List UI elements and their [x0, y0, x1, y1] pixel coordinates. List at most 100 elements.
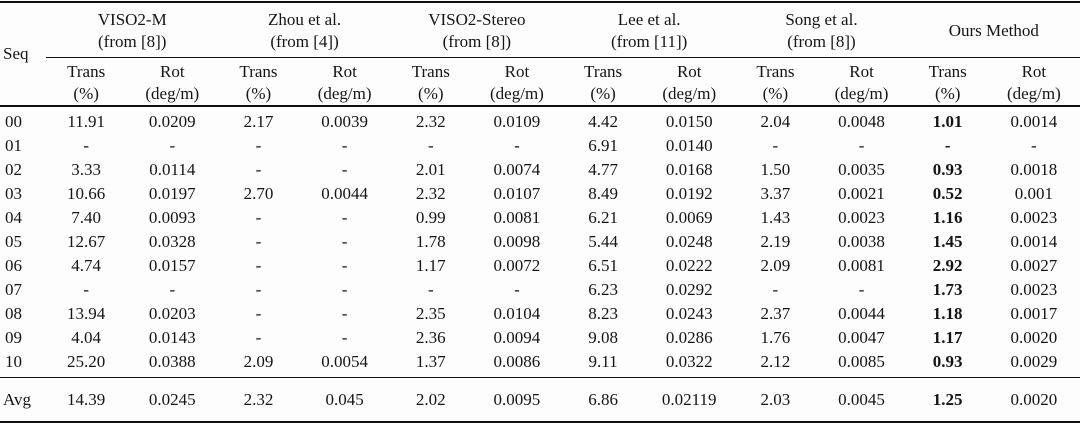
metric-header-viso2-m-rot: Rot (deg/m)	[126, 57, 219, 107]
table-cell: 2.92	[932, 256, 963, 275]
table-cell: 0.0095	[470, 377, 564, 422]
table-cell: -	[772, 280, 779, 299]
table-cell: 8.49	[588, 184, 618, 203]
table-cell: 4.42	[588, 112, 618, 131]
table-cell: 2.03	[735, 377, 816, 422]
table-cell: 2.35	[415, 304, 446, 323]
metric-header-viso2-stereo-rot: Rot (deg/m)	[470, 57, 564, 107]
table-row: 08 13.94 0.0203 - - 2.35 0.0104 8.23 0.0243 2.37 0…	[0, 302, 1080, 326]
table-cell: 8.23	[588, 304, 618, 323]
method-name: Song et al.	[785, 9, 858, 29]
table-cell: 0.0045	[815, 377, 908, 422]
table-cell: 0.001	[1014, 184, 1053, 203]
table-cell: -	[341, 304, 348, 323]
metric-unit: (%)	[73, 83, 99, 103]
table-cell: 0.93	[932, 160, 963, 179]
table-cell: 0.0038	[838, 232, 885, 251]
table-row: 03 10.66 0.0197 2.70 0.0044 2.32 0.0107 8.49 0.0…	[0, 182, 1080, 206]
row-header: 09	[5, 328, 22, 347]
metric-header-lee-et-al-rot: Rot (deg/m)	[643, 57, 736, 107]
table-cell: 2.09	[243, 352, 274, 371]
metric-unit: (%)	[418, 83, 444, 103]
table-cell: 0.0023	[838, 208, 885, 227]
table-cell: 6.86	[563, 377, 644, 422]
table-cell: 0.0157	[148, 256, 196, 275]
table-cell: 0.0192	[665, 184, 713, 203]
table-cell: 3.37	[760, 184, 791, 203]
metric-unit: (deg/m)	[1006, 83, 1061, 103]
metric-label: Rot	[849, 61, 874, 81]
row-header: 10	[5, 352, 22, 371]
table-cell: 1.17	[415, 256, 446, 275]
metric-unit: (%)	[245, 83, 272, 103]
table-cell: 0.0029	[1010, 352, 1058, 371]
table-cell: 25.20	[67, 352, 106, 371]
table-cell: 12.67	[67, 232, 106, 251]
table-row: 10 25.20 0.0388 2.09 0.0054 1.37 0.0086 9.11 0.0…	[0, 350, 1080, 378]
table-cell: 2.04	[760, 112, 791, 131]
method-source: (from [8])	[787, 31, 856, 51]
table-cell: -	[341, 232, 348, 251]
table-cell: 14.39	[46, 377, 127, 422]
table-cell: 1.45	[932, 232, 963, 251]
table-cell: 1.37	[415, 352, 446, 371]
method-source: (from [8])	[442, 31, 512, 51]
table-cell: 0.0094	[493, 328, 541, 347]
table-cell: 0.0047	[838, 328, 885, 347]
table-cell: -	[427, 280, 434, 299]
method-source: (from [8])	[98, 31, 167, 51]
table-cell: 2.70	[243, 184, 274, 203]
method-name: Lee et al.	[617, 9, 681, 29]
table-cell: 2.09	[760, 256, 791, 275]
row-header: 05	[5, 232, 22, 251]
method-name: VISO2-M	[97, 9, 167, 29]
metric-header-ours-method-rot: Rot (deg/m)	[987, 57, 1080, 107]
table-cell: 0.0085	[838, 352, 885, 371]
group-header-song-et-al: Song et al. (from [8])	[735, 2, 908, 58]
table-cell: 2.32	[415, 112, 446, 131]
table-cell: -	[169, 280, 176, 299]
table-body: 00 11.91 0.0209 2.17 0.0039 2.32 0.0109 4.42 0.0…	[0, 106, 1080, 422]
group-header-viso2-stereo: VISO2-Stereo (from [8])	[390, 2, 564, 58]
table-cell: 0.0023	[1010, 280, 1058, 299]
table-cell: 0.0322	[665, 352, 713, 371]
table-row: 06 4.74 0.0157 - - 1.17 0.0072 6.51 0.0222 2.09 0.…	[0, 254, 1080, 278]
table-cell: 4.74	[71, 256, 102, 275]
table-cell: -	[169, 136, 176, 155]
table-cell: 0.0222	[665, 256, 713, 275]
table-cell: 0.0039	[321, 112, 368, 131]
metric-unit: (%)	[762, 83, 789, 103]
table-cell: -	[341, 136, 348, 155]
table-cell: 0.0209	[148, 112, 196, 131]
table-cell: 6.23	[588, 280, 618, 299]
table-cell: 0.0140	[665, 136, 713, 155]
table-cell: 4.77	[588, 160, 618, 179]
table-cell: 0.0143	[148, 328, 196, 347]
table-cell: -	[255, 160, 262, 179]
table-row: 00 11.91 0.0209 2.17 0.0039 2.32 0.0109 4.42 0.0…	[0, 106, 1080, 134]
table-cell: 6.21	[588, 208, 618, 227]
table-cell: -	[255, 304, 262, 323]
metric-unit: (deg/m)	[834, 83, 889, 103]
group-header-zhou-et-al: Zhou et al. (from [4])	[218, 2, 391, 58]
metric-label: Rot	[504, 61, 530, 81]
table-cell: 1.16	[932, 208, 963, 227]
table-cell: 2.36	[415, 328, 446, 347]
metric-header-zhou-et-al-rot: Rot (deg/m)	[298, 57, 391, 107]
metric-header-ours-method-trans: Trans (%)	[907, 57, 988, 107]
table-cell: 1.18	[932, 304, 963, 323]
table-cell: 0.02119	[643, 377, 736, 422]
metric-label: Rot	[160, 61, 185, 81]
table-cell: 0.0388	[148, 352, 196, 371]
table-cell: 10.66	[67, 184, 106, 203]
table-cell: 2.02	[390, 377, 471, 422]
table-cell: 0.0020	[1010, 328, 1058, 347]
table-cell: 0.0081	[838, 256, 885, 275]
table-cell: 0.0072	[493, 256, 541, 275]
table-cell: 5.44	[588, 232, 618, 251]
metric-header-song-et-al-rot: Rot (deg/m)	[815, 57, 908, 107]
table-cell: 0.0114	[149, 160, 196, 179]
table-cell: 13.94	[67, 304, 106, 323]
